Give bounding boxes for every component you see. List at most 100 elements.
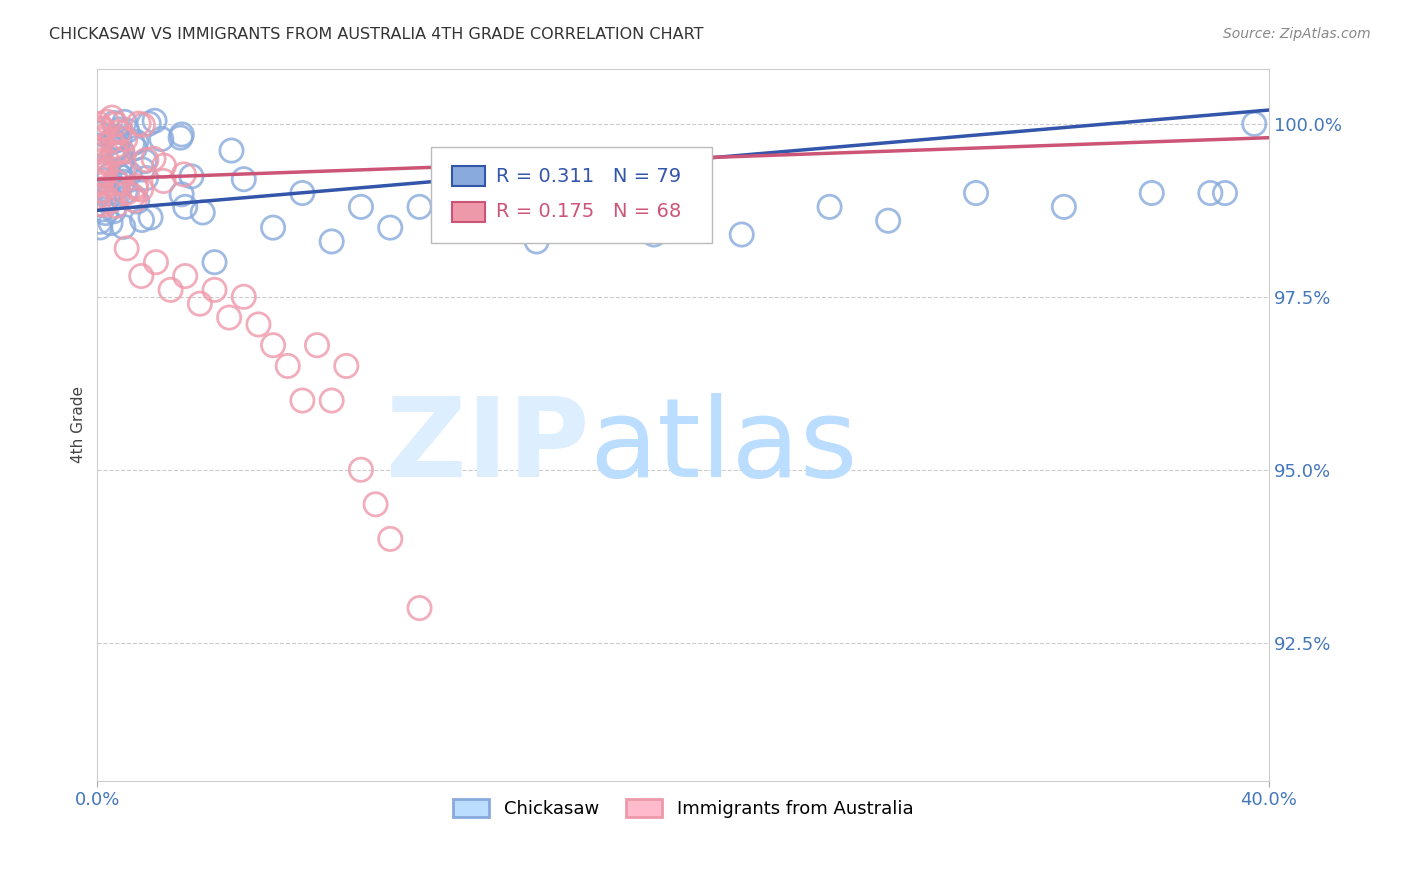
Point: [877, 213, 900, 227]
Point: [496, 207, 519, 221]
Point: [105, 181, 128, 195]
Point: [152, 174, 174, 188]
Point: [380, 532, 402, 546]
Point: [103, 204, 125, 219]
Point: [437, 220, 460, 235]
Point: [93, 122, 115, 136]
Point: [101, 132, 124, 146]
Point: [142, 152, 165, 166]
Point: [104, 199, 127, 213]
Point: [93, 173, 115, 187]
Y-axis label: 4th Grade: 4th Grade: [72, 386, 86, 463]
Text: ZIP: ZIP: [387, 392, 589, 500]
Point: [112, 219, 135, 234]
Point: [97, 154, 120, 169]
Point: [107, 142, 129, 156]
Point: [115, 186, 138, 200]
Point: [90, 125, 112, 139]
Point: [89, 127, 111, 141]
Point: [91, 198, 114, 212]
Point: [129, 268, 152, 283]
Point: [87, 159, 110, 173]
Point: [643, 227, 665, 242]
Point: [131, 162, 153, 177]
Point: [204, 255, 226, 269]
Point: [150, 132, 173, 146]
Text: CHICKASAW VS IMMIGRANTS FROM AUSTRALIA 4TH GRADE CORRELATION CHART: CHICKASAW VS IMMIGRANTS FROM AUSTRALIA 4…: [49, 27, 704, 42]
Point: [112, 175, 135, 189]
Point: [105, 140, 128, 154]
Point: [90, 168, 112, 182]
Point: [139, 211, 162, 225]
Point: [408, 601, 430, 615]
Point: [97, 186, 120, 201]
Point: [132, 118, 155, 132]
Point: [174, 200, 197, 214]
Point: [105, 117, 128, 131]
Point: [107, 186, 129, 201]
Point: [107, 168, 129, 182]
Text: R = 0.311   N = 79: R = 0.311 N = 79: [496, 167, 681, 186]
Point: [114, 132, 136, 146]
Point: [98, 169, 121, 183]
Point: [128, 116, 150, 130]
Point: [115, 124, 138, 138]
Point: [100, 216, 122, 230]
Point: [108, 132, 131, 146]
Point: [108, 122, 131, 136]
Point: [90, 184, 112, 198]
Point: [121, 136, 143, 151]
Point: [277, 359, 299, 373]
Point: [232, 290, 254, 304]
Point: [94, 162, 117, 177]
Point: [94, 162, 117, 177]
Point: [108, 125, 131, 139]
Point: [408, 200, 430, 214]
Point: [131, 213, 153, 227]
Point: [191, 205, 214, 219]
Point: [87, 178, 110, 193]
Point: [134, 154, 156, 169]
Point: [103, 145, 125, 160]
Point: [526, 235, 548, 249]
Point: [291, 393, 314, 408]
Point: [262, 338, 284, 352]
Point: [90, 175, 112, 189]
Point: [174, 268, 197, 283]
Point: [107, 145, 129, 160]
Point: [104, 146, 127, 161]
Point: [350, 463, 373, 477]
Point: [818, 200, 841, 214]
Point: [114, 185, 136, 199]
Point: [124, 194, 146, 208]
Legend: Chickasaw, Immigrants from Australia: Chickasaw, Immigrants from Australia: [446, 791, 921, 825]
Point: [583, 200, 606, 214]
Point: [115, 241, 138, 255]
Point: [188, 296, 211, 310]
Point: [135, 153, 157, 167]
Point: [114, 115, 136, 129]
Point: [169, 130, 191, 145]
Point: [86, 175, 108, 189]
Point: [105, 176, 128, 190]
Point: [103, 116, 125, 130]
FancyBboxPatch shape: [432, 147, 713, 244]
Point: [87, 138, 110, 153]
Point: [103, 135, 125, 149]
Text: R = 0.175   N = 68: R = 0.175 N = 68: [496, 202, 681, 221]
Point: [111, 145, 134, 159]
Point: [96, 115, 118, 129]
Point: [94, 167, 117, 181]
Point: [262, 220, 284, 235]
Point: [87, 190, 110, 204]
Point: [305, 338, 328, 352]
Point: [87, 141, 110, 155]
Point: [1243, 117, 1265, 131]
Point: [180, 169, 202, 184]
Point: [105, 129, 128, 144]
Point: [105, 174, 128, 188]
Point: [97, 190, 120, 204]
Point: [1053, 200, 1076, 214]
Point: [90, 121, 112, 136]
Point: [204, 283, 226, 297]
